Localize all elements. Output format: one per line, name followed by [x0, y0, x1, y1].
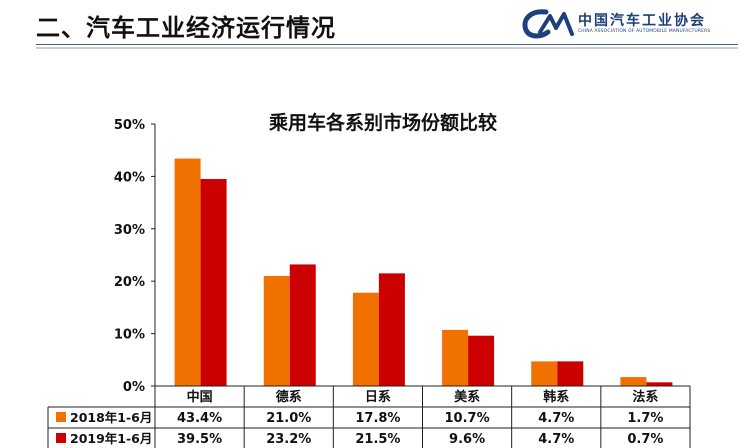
legend-label: 2018年1-6月: [70, 410, 152, 425]
y-tick-label: 40%: [114, 170, 145, 185]
header-divider-shadow: [36, 47, 738, 49]
logo-text: 中国汽车工业协会: [578, 13, 706, 29]
data-label: 21.5%: [355, 432, 400, 447]
category-label: 韩系: [543, 389, 569, 405]
caam-logo: 中国汽车工业协会 CHINA ASSOCIATION OF AUTOMOBILE…: [520, 6, 740, 42]
legend-swatch: [56, 433, 66, 443]
data-label: 23.2%: [266, 432, 311, 447]
chart-title: 乘用车各系别市场份额比较: [268, 111, 497, 134]
page-title: 二、汽车工业经济运行情况: [36, 14, 336, 42]
bar-series1: [352, 292, 379, 386]
data-label: 39.5%: [177, 432, 222, 447]
bar-series1: [174, 158, 201, 386]
y-tick-label: 20%: [114, 275, 145, 290]
category-label: 德系: [276, 389, 302, 405]
data-label: 10.7%: [445, 411, 490, 426]
y-tick-label: 30%: [114, 223, 145, 238]
bar-series1: [263, 275, 290, 386]
category-label: 中国: [187, 389, 213, 405]
data-label: 1.7%: [627, 411, 663, 426]
bar-series2: [200, 179, 227, 386]
bar-series2: [468, 335, 495, 386]
caam-logo-icon: [522, 9, 574, 39]
bar-series2: [378, 273, 405, 386]
bar-series2: [289, 264, 316, 386]
category-label: 美系: [454, 389, 480, 405]
data-label: 17.8%: [355, 411, 400, 426]
data-label: 21.0%: [266, 411, 311, 426]
data-label: 0.7%: [627, 432, 663, 447]
category-label: 法系: [632, 389, 658, 405]
y-tick-label: 10%: [114, 328, 145, 343]
bar-series1: [531, 361, 558, 386]
y-tick-label: 0%: [123, 380, 145, 395]
header-divider: [36, 44, 738, 45]
data-label: 4.7%: [538, 432, 574, 447]
data-label: 43.4%: [177, 411, 222, 426]
legend-label: 2019年1-6月: [70, 431, 152, 446]
bar-series2: [557, 361, 584, 386]
category-label: 日系: [365, 389, 391, 405]
bar-series1: [620, 377, 647, 386]
data-label: 9.6%: [449, 432, 485, 447]
bar-series1: [442, 329, 469, 386]
y-tick-label: 50%: [114, 118, 145, 133]
data-label: 4.7%: [538, 411, 574, 426]
logo-subtext: CHINA ASSOCIATION OF AUTOMOBILE MANUFACT…: [578, 29, 711, 34]
legend-swatch: [56, 412, 66, 422]
bar-series2: [646, 382, 673, 386]
